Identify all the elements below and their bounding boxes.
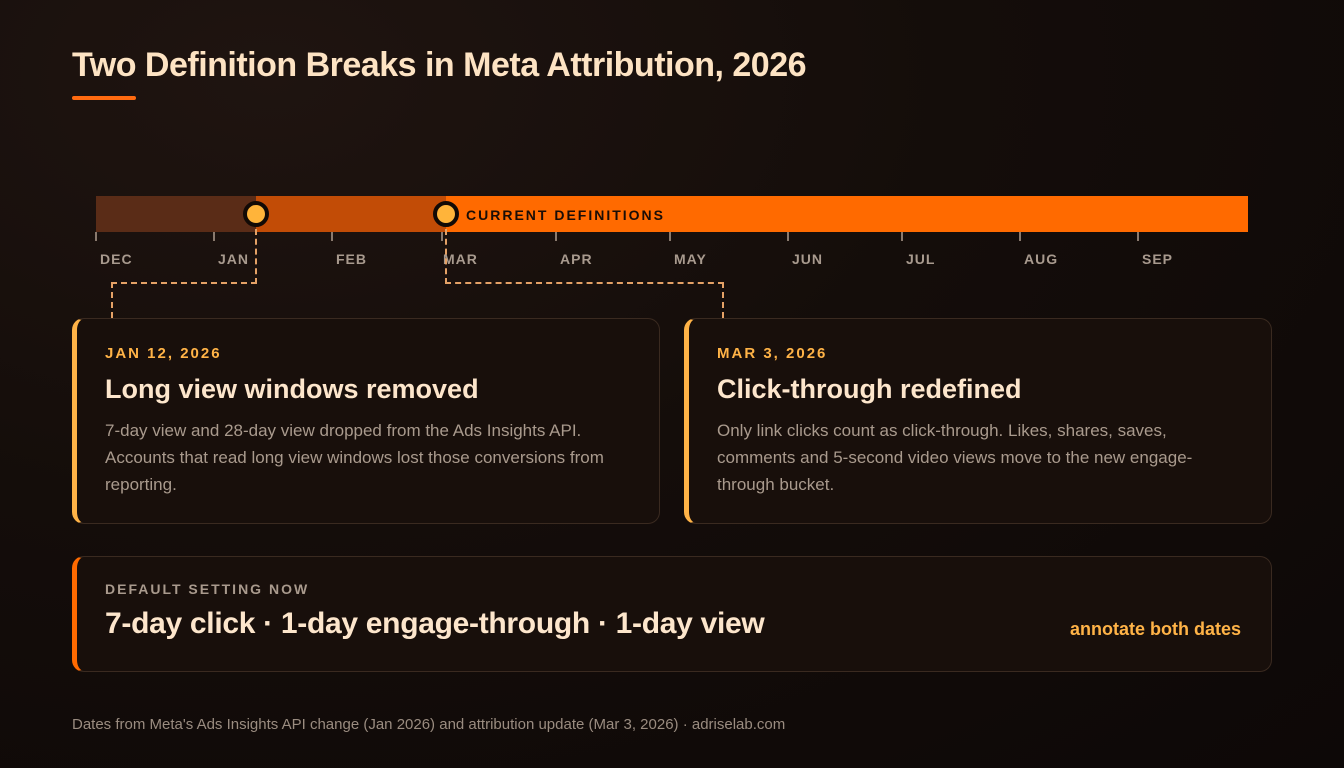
card-title: Click-through redefined bbox=[717, 374, 1022, 404]
connector-jan bbox=[255, 229, 257, 284]
connector-mar bbox=[445, 282, 724, 284]
timeline-segment-before bbox=[96, 196, 256, 232]
tick-sep bbox=[1137, 232, 1139, 241]
tick-aug bbox=[1019, 232, 1021, 241]
marker-mar-3 bbox=[433, 201, 459, 227]
month-label: APR bbox=[560, 251, 593, 267]
current-definitions-label: CURRENT DEFINITIONS bbox=[466, 207, 665, 223]
card-body: Only link clicks count as click-through.… bbox=[717, 421, 1193, 494]
default-setting-box: DEFAULT SETTING NOW 7-day click · 1-day … bbox=[72, 556, 1272, 672]
connector-jan bbox=[111, 282, 113, 318]
timeline-segment-current bbox=[446, 196, 1248, 232]
marker-jan-12 bbox=[243, 201, 269, 227]
card-title: Long view windows removed bbox=[105, 374, 479, 404]
card-view-windows-removed: JAN 12, 2026 Long view windows removed 7… bbox=[72, 318, 660, 524]
page-title: Two Definition Breaks in Meta Attributio… bbox=[72, 46, 807, 84]
tick-mar bbox=[441, 232, 443, 241]
source-footer: Dates from Meta's Ads Insights API chang… bbox=[72, 716, 786, 733]
card-date: MAR 3, 2026 bbox=[717, 345, 828, 362]
month-label: SEP bbox=[1142, 251, 1174, 267]
tick-jan bbox=[213, 232, 215, 241]
month-label: MAR bbox=[443, 251, 478, 267]
tick-jun bbox=[787, 232, 789, 241]
card-click-through-redefined: MAR 3, 2026 Click-through redefined Only… bbox=[684, 318, 1272, 524]
month-label: FEB bbox=[336, 251, 367, 267]
month-label: JUL bbox=[906, 251, 936, 267]
tick-dec bbox=[95, 232, 97, 241]
title-underline bbox=[72, 96, 136, 100]
tick-jul bbox=[901, 232, 903, 241]
tick-may bbox=[669, 232, 671, 241]
connector-mar bbox=[722, 282, 724, 318]
month-label: JAN bbox=[218, 251, 250, 267]
card-date: JAN 12, 2026 bbox=[105, 345, 222, 362]
month-label: JUN bbox=[792, 251, 824, 267]
annotation-note: annotate both dates bbox=[1069, 619, 1241, 639]
tick-feb bbox=[331, 232, 333, 241]
month-label: MAY bbox=[674, 251, 707, 267]
default-setting-label: DEFAULT SETTING NOW bbox=[105, 581, 310, 597]
month-label: DEC bbox=[100, 251, 133, 267]
connector-jan bbox=[111, 282, 257, 284]
timeline-segment-interim bbox=[256, 196, 446, 232]
connector-mar bbox=[445, 229, 447, 284]
default-setting-value: 7-day click · 1-day engage-through · 1-d… bbox=[105, 607, 765, 640]
card-body: 7-day view and 28-day view dropped from … bbox=[105, 421, 604, 494]
month-label: AUG bbox=[1024, 251, 1059, 267]
tick-apr bbox=[555, 232, 557, 241]
